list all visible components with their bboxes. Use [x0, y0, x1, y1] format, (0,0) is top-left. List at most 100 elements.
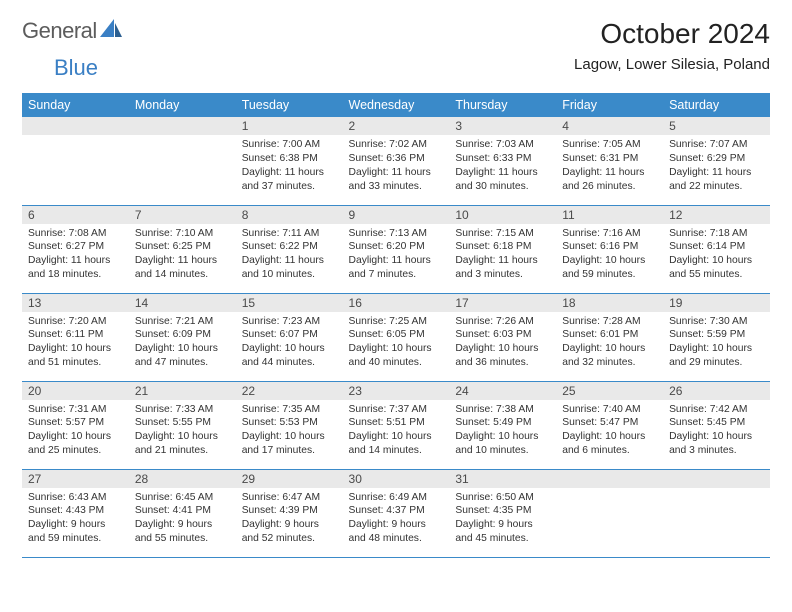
daylight-line: Daylight: 9 hours and 48 minutes.	[349, 518, 444, 546]
calendar-week-row: 13Sunrise: 7:20 AMSunset: 6:11 PMDayligh…	[22, 293, 770, 381]
day-details: Sunrise: 7:00 AMSunset: 6:38 PMDaylight:…	[236, 135, 343, 198]
day-details: Sunrise: 7:21 AMSunset: 6:09 PMDaylight:…	[129, 312, 236, 375]
daylight-line: Daylight: 11 hours and 33 minutes.	[349, 166, 444, 194]
weekday-header: Sunday	[22, 93, 129, 117]
day-number: 16	[343, 294, 450, 312]
calendar-day-cell: 25Sunrise: 7:40 AMSunset: 5:47 PMDayligh…	[556, 381, 663, 469]
day-details: Sunrise: 7:16 AMSunset: 6:16 PMDaylight:…	[556, 224, 663, 287]
day-number: 19	[663, 294, 770, 312]
day-number: 20	[22, 382, 129, 400]
calendar-day-cell: 14Sunrise: 7:21 AMSunset: 6:09 PMDayligh…	[129, 293, 236, 381]
daylight-line: Daylight: 10 hours and 59 minutes.	[562, 254, 657, 282]
sunrise-line: Sunrise: 7:26 AM	[455, 315, 550, 329]
day-details: Sunrise: 7:28 AMSunset: 6:01 PMDaylight:…	[556, 312, 663, 375]
day-number: 1	[236, 117, 343, 135]
calendar-day-cell: 28Sunrise: 6:45 AMSunset: 4:41 PMDayligh…	[129, 469, 236, 557]
sunrise-line: Sunrise: 7:10 AM	[135, 227, 230, 241]
calendar-day-cell: 20Sunrise: 7:31 AMSunset: 5:57 PMDayligh…	[22, 381, 129, 469]
day-details: Sunrise: 7:38 AMSunset: 5:49 PMDaylight:…	[449, 400, 556, 463]
calendar-day-cell	[22, 117, 129, 205]
day-number: 17	[449, 294, 556, 312]
day-details: Sunrise: 7:23 AMSunset: 6:07 PMDaylight:…	[236, 312, 343, 375]
day-number: 24	[449, 382, 556, 400]
daylight-line: Daylight: 10 hours and 17 minutes.	[242, 430, 337, 458]
daylight-line: Daylight: 10 hours and 40 minutes.	[349, 342, 444, 370]
sunset-line: Sunset: 5:45 PM	[669, 416, 764, 430]
day-details: Sunrise: 7:33 AMSunset: 5:55 PMDaylight:…	[129, 400, 236, 463]
calendar-day-cell: 13Sunrise: 7:20 AMSunset: 6:11 PMDayligh…	[22, 293, 129, 381]
sunrise-line: Sunrise: 6:43 AM	[28, 491, 123, 505]
brand-logo: General	[22, 18, 126, 44]
calendar-day-cell: 24Sunrise: 7:38 AMSunset: 5:49 PMDayligh…	[449, 381, 556, 469]
day-details: Sunrise: 7:15 AMSunset: 6:18 PMDaylight:…	[449, 224, 556, 287]
day-number: 22	[236, 382, 343, 400]
day-details: Sunrise: 7:13 AMSunset: 6:20 PMDaylight:…	[343, 224, 450, 287]
day-number: 10	[449, 206, 556, 224]
sunset-line: Sunset: 4:35 PM	[455, 504, 550, 518]
sunset-line: Sunset: 6:16 PM	[562, 240, 657, 254]
daylight-line: Daylight: 10 hours and 36 minutes.	[455, 342, 550, 370]
day-number: 8	[236, 206, 343, 224]
weekday-header-row: Sunday Monday Tuesday Wednesday Thursday…	[22, 93, 770, 117]
sunset-line: Sunset: 6:14 PM	[669, 240, 764, 254]
day-number: 11	[556, 206, 663, 224]
day-number: 31	[449, 470, 556, 488]
calendar-week-row: 20Sunrise: 7:31 AMSunset: 5:57 PMDayligh…	[22, 381, 770, 469]
day-number: 26	[663, 382, 770, 400]
sunrise-line: Sunrise: 7:30 AM	[669, 315, 764, 329]
daylight-line: Daylight: 10 hours and 3 minutes.	[669, 430, 764, 458]
calendar-day-cell: 27Sunrise: 6:43 AMSunset: 4:43 PMDayligh…	[22, 469, 129, 557]
sunrise-line: Sunrise: 7:00 AM	[242, 138, 337, 152]
day-details: Sunrise: 6:45 AMSunset: 4:41 PMDaylight:…	[129, 488, 236, 551]
daylight-line: Daylight: 11 hours and 37 minutes.	[242, 166, 337, 194]
sunset-line: Sunset: 6:31 PM	[562, 152, 657, 166]
day-details: Sunrise: 7:26 AMSunset: 6:03 PMDaylight:…	[449, 312, 556, 375]
day-details: Sunrise: 7:05 AMSunset: 6:31 PMDaylight:…	[556, 135, 663, 198]
sunset-line: Sunset: 5:49 PM	[455, 416, 550, 430]
calendar-day-cell: 15Sunrise: 7:23 AMSunset: 6:07 PMDayligh…	[236, 293, 343, 381]
sunset-line: Sunset: 6:29 PM	[669, 152, 764, 166]
daylight-line: Daylight: 10 hours and 51 minutes.	[28, 342, 123, 370]
daylight-line: Daylight: 9 hours and 52 minutes.	[242, 518, 337, 546]
day-number: 28	[129, 470, 236, 488]
daylight-line: Daylight: 10 hours and 6 minutes.	[562, 430, 657, 458]
day-details: Sunrise: 6:43 AMSunset: 4:43 PMDaylight:…	[22, 488, 129, 551]
sunset-line: Sunset: 6:18 PM	[455, 240, 550, 254]
sunset-line: Sunset: 6:01 PM	[562, 328, 657, 342]
daylight-line: Daylight: 10 hours and 14 minutes.	[349, 430, 444, 458]
day-details: Sunrise: 7:25 AMSunset: 6:05 PMDaylight:…	[343, 312, 450, 375]
sunrise-line: Sunrise: 7:03 AM	[455, 138, 550, 152]
sunrise-line: Sunrise: 7:02 AM	[349, 138, 444, 152]
month-title: October 2024	[574, 18, 770, 50]
daylight-line: Daylight: 10 hours and 32 minutes.	[562, 342, 657, 370]
calendar-day-cell: 10Sunrise: 7:15 AMSunset: 6:18 PMDayligh…	[449, 205, 556, 293]
sunset-line: Sunset: 4:39 PM	[242, 504, 337, 518]
daylight-line: Daylight: 11 hours and 10 minutes.	[242, 254, 337, 282]
calendar-body: 1Sunrise: 7:00 AMSunset: 6:38 PMDaylight…	[22, 117, 770, 557]
sunset-line: Sunset: 4:37 PM	[349, 504, 444, 518]
day-number: 25	[556, 382, 663, 400]
day-number: 12	[663, 206, 770, 224]
calendar-day-cell: 26Sunrise: 7:42 AMSunset: 5:45 PMDayligh…	[663, 381, 770, 469]
sunrise-line: Sunrise: 6:47 AM	[242, 491, 337, 505]
calendar-day-cell: 29Sunrise: 6:47 AMSunset: 4:39 PMDayligh…	[236, 469, 343, 557]
calendar-week-row: 27Sunrise: 6:43 AMSunset: 4:43 PMDayligh…	[22, 469, 770, 557]
weekday-header: Wednesday	[343, 93, 450, 117]
day-details: Sunrise: 7:08 AMSunset: 6:27 PMDaylight:…	[22, 224, 129, 287]
calendar-day-cell	[129, 117, 236, 205]
day-details: Sunrise: 7:11 AMSunset: 6:22 PMDaylight:…	[236, 224, 343, 287]
daylight-line: Daylight: 10 hours and 55 minutes.	[669, 254, 764, 282]
day-details: Sunrise: 7:03 AMSunset: 6:33 PMDaylight:…	[449, 135, 556, 198]
sunset-line: Sunset: 5:51 PM	[349, 416, 444, 430]
logo-word-general: General	[22, 18, 97, 44]
sunset-line: Sunset: 6:11 PM	[28, 328, 123, 342]
sunrise-line: Sunrise: 7:35 AM	[242, 403, 337, 417]
sunrise-line: Sunrise: 7:40 AM	[562, 403, 657, 417]
daylight-line: Daylight: 11 hours and 30 minutes.	[455, 166, 550, 194]
calendar-day-cell: 31Sunrise: 6:50 AMSunset: 4:35 PMDayligh…	[449, 469, 556, 557]
sunrise-line: Sunrise: 7:37 AM	[349, 403, 444, 417]
daylight-line: Daylight: 9 hours and 55 minutes.	[135, 518, 230, 546]
calendar-day-cell: 18Sunrise: 7:28 AMSunset: 6:01 PMDayligh…	[556, 293, 663, 381]
daylight-line: Daylight: 10 hours and 29 minutes.	[669, 342, 764, 370]
day-number: 6	[22, 206, 129, 224]
